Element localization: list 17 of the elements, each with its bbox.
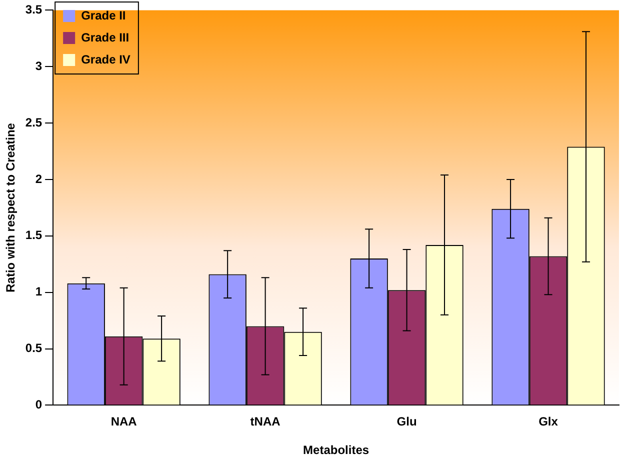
y-tick-label: 1.5 [25,228,42,242]
x-tick-label: tNAA [250,414,281,429]
y-tick-label: 3 [35,58,42,73]
x-tick-label: Glx [538,414,558,429]
legend-label: Grade II [81,8,126,22]
y-tick-label: 0 [35,398,42,412]
y-tick-label: 2.5 [25,115,42,130]
legend-label: Grade IV [81,52,130,66]
y-axis-title: Ratio with respect to Creatine [4,122,18,292]
legend-label: Grade III [81,30,130,44]
y-tick-label: 0.5 [25,341,42,356]
y-tick-label: 2 [35,172,42,186]
y-tick-label: 3.5 [25,2,42,17]
x-tick-label: NAA [110,414,138,429]
y-tick-label: 1 [35,284,42,299]
x-axis-title: Metabolites [303,443,370,458]
x-tick-label: Glu [396,414,417,429]
